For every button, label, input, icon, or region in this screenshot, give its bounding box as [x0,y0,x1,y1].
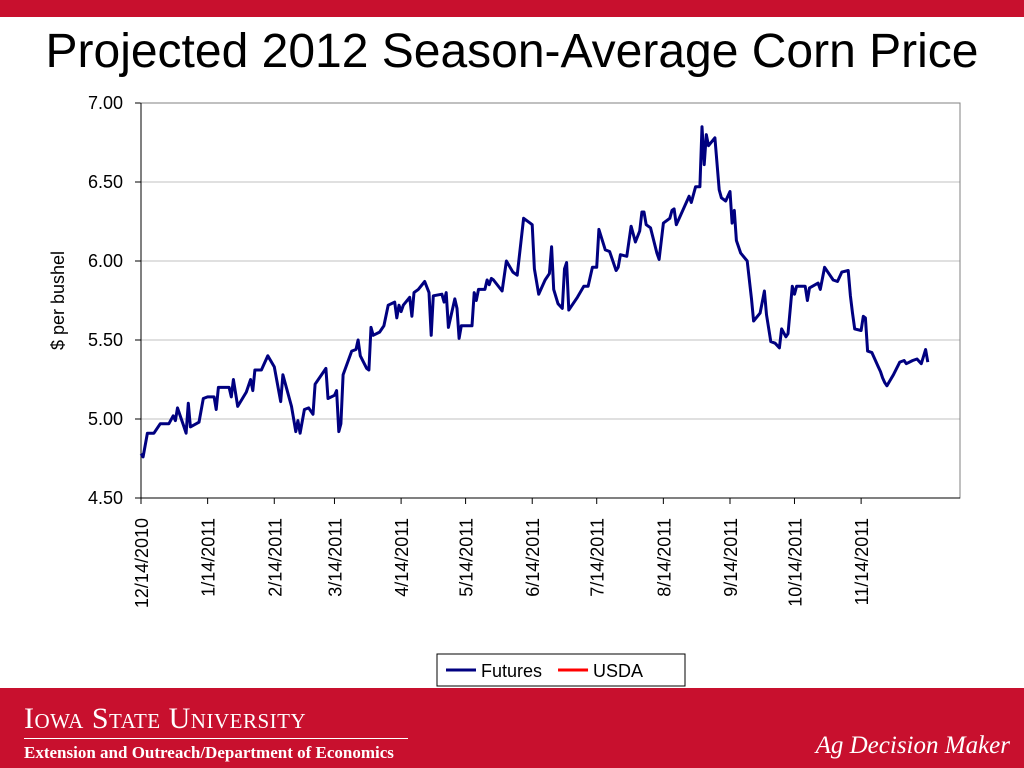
x-tick-label: 7/14/2011 [588,518,608,597]
legend-label: Futures [481,661,542,681]
y-tick-label: 6.00 [88,251,123,271]
footer-divider [24,738,408,739]
x-tick-label: 12/14/2010 [132,518,152,608]
footer-tagline: Ag Decision Maker [815,732,1010,759]
slide-title: Projected 2012 Season-Average Corn Price [45,25,979,78]
x-tick-label: 8/14/2011 [654,518,674,597]
university-wordmark: Iowa State University [24,702,307,735]
y-tick-label: 7.00 [88,93,123,113]
y-tick-label: 5.50 [88,330,123,350]
y-axis-label: $ per bushel [48,251,68,350]
x-tick-label: 10/14/2011 [785,518,805,607]
x-tick-label: 1/14/2011 [199,518,219,597]
top-brand-bar [0,0,1024,17]
x-tick-label: 9/14/2011 [721,518,741,597]
series-line-futures [139,125,930,459]
x-tick-label: 4/14/2011 [392,518,412,597]
x-tick-label: 3/14/2011 [325,518,345,597]
legend-label: USDA [593,661,643,681]
y-tick-label: 5.00 [88,409,123,429]
x-tick-label: 6/14/2011 [523,518,543,597]
x-tick-label: 2/14/2011 [265,518,285,597]
corn-price-chart: 4.50 5.00 5.50 6.00 6.50 7.00 12/14/2010 1/14/2… [48,93,961,687]
x-tick-label: 5/14/2011 [457,518,477,597]
footer-bar: Iowa State University Extension and Outr… [0,688,1024,768]
x-tick-label: 11/14/2011 [852,518,872,605]
plot-area [140,102,961,499]
y-tick-label: 6.50 [88,172,123,192]
department-name: Extension and Outreach/Department of Eco… [24,743,394,762]
y-tick-label: 4.50 [88,488,123,508]
